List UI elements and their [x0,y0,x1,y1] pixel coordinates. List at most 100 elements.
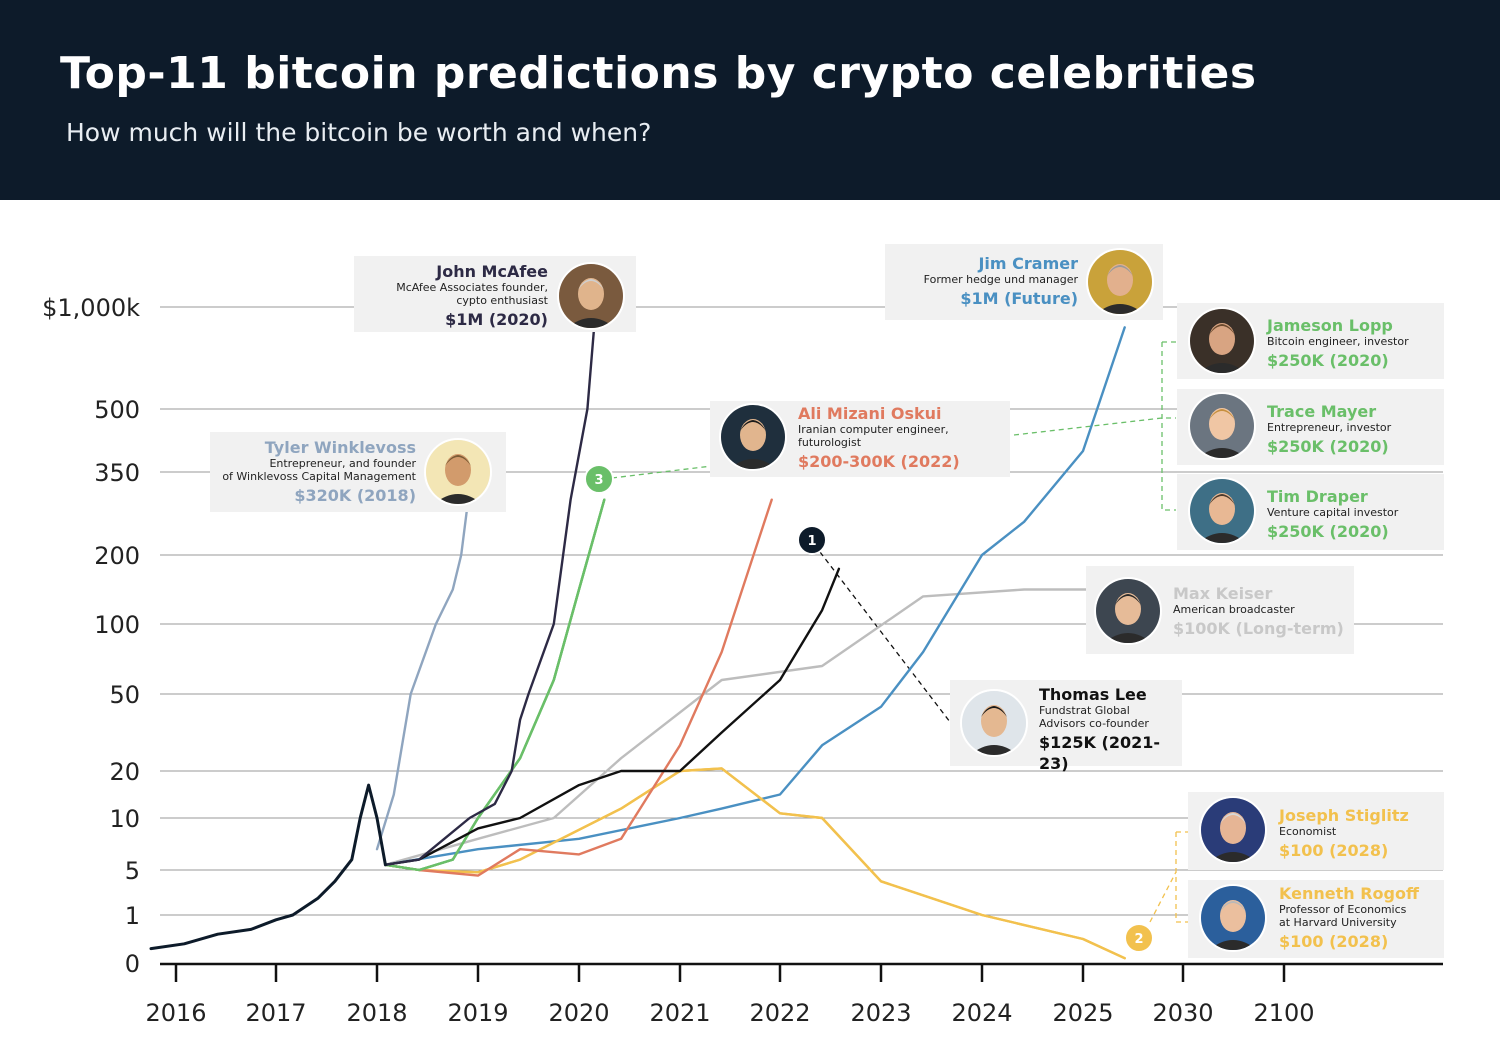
price-prediction: $125K (2021-23) [1039,733,1160,773]
person-description: at Harvard University [1279,916,1397,929]
card-text: Jameson Lopp Bitcoin engineer, investor $2… [1267,316,1409,371]
price-prediction: $250K (2020) [1267,437,1389,456]
callout-badge-label: 2 [1134,932,1143,947]
price-prediction: $200-300K (2022) [798,452,960,471]
person-description: Professor of Economics [1279,903,1407,916]
prediction-card-winklevoss: Tyler Winklevoss Entrepreneur, and founde… [210,432,506,512]
avatar-photo [1188,392,1256,460]
connector-line-2 [1013,341,1176,511]
prediction-card-cramer: Jim Cramer Former hedge und manager $1M (F… [885,244,1163,320]
prediction-card-rogoff: Kenneth Rogoff Professor of Economics at H… [1188,880,1444,958]
y-tick-label: 10 [109,805,140,833]
x-tick-label: 2023 [850,999,911,1027]
card-text: Jim Cramer Former hedge und manager $1M (F… [892,254,1078,309]
y-tick-label: 350 [94,459,140,487]
person-name: Ali Mizani Oskui [798,404,942,423]
price-prediction: $320K (2018) [294,486,416,505]
person-description: Venture capital investor [1267,506,1399,519]
person-description: Advisors co-founder [1039,717,1149,730]
avatar-photo [1188,307,1256,375]
avatar-photo [1199,796,1267,864]
price-prediction: $250K (2020) [1267,351,1389,370]
connector-line-4 [1149,831,1188,923]
x-tick-label: 2024 [951,999,1012,1027]
person-description: Former hedge und manager [923,273,1078,286]
x-tick-label: 2025 [1052,999,1113,1027]
card-text: Trace Mayer Entrepreneur, investor $250K (… [1267,402,1391,457]
person-name: Max Keiser [1173,584,1273,603]
x-tick-label: 2022 [749,999,810,1027]
callout-badge-1 [797,525,827,555]
person-description: Entrepreneur, investor [1267,421,1392,434]
card-text: Max Keiser American broadcaster $100K (Lon… [1173,584,1344,639]
chart-title: Top-11 bitcoin predictions by crypto cel… [60,48,1257,99]
card-text: Tyler Winklevoss Entrepreneur, and founde… [214,438,416,506]
y-tick-label: 100 [94,611,140,639]
person-description: McAfee Associates founder, [396,281,548,294]
x-tick-label: 2018 [346,999,407,1027]
connector-line-3 [819,551,951,723]
person-name: John McAfee [436,262,548,281]
y-tick-label: $1,000k [42,294,140,322]
y-tick-label: 0 [125,950,140,978]
y-tick-label: 50 [109,681,140,709]
person-name: Joseph Stiglitz [1279,806,1409,825]
series-line-john-mcafee [384,305,597,866]
y-axis-labels: 0 1 5 10 20 50 100 200 350 500 $1,000k [42,294,140,978]
price-prediction: $1M (2020) [445,310,548,329]
chart-subtitle: How much will the bitcoin be worth and w… [66,118,652,147]
callout-badge-2 [1124,923,1154,953]
card-text: Joseph Stiglitz Economist $100 (2028) [1279,806,1409,861]
price-prediction: $100 (2028) [1279,841,1389,860]
series-line-tim-draper [384,498,606,872]
price-prediction: $100K (Long-term) [1173,619,1344,638]
card-text: Thomas Lee Fundstrat Global Advisors co-fo… [1039,685,1182,774]
x-tick-label: 2030 [1152,999,1213,1027]
y-tick-label: 1 [125,902,140,930]
prediction-lines [149,305,1126,960]
x-tick-label: 2019 [447,999,508,1027]
card-text: Ali Mizani Oskui Iranian computer enginee… [798,404,960,472]
y-tick-label: 500 [94,396,140,424]
avatar-photo [424,438,492,506]
x-tick-label: 2020 [548,999,609,1027]
avatar-photo [557,262,625,330]
series-line-thomas-lee [384,567,841,866]
callout-badges: 1 2 3 [584,464,1154,953]
avatar-photo [1199,884,1267,952]
x-tick-label: 2021 [649,999,710,1027]
person-name: Thomas Lee [1039,685,1147,704]
y-tick-label: 200 [94,542,140,570]
prediction-card-mcafee: John McAfee McAfee Associates founder, cyp… [354,256,636,332]
y-tick-label: 5 [125,857,140,885]
person-name: Trace Mayer [1267,402,1377,421]
callout-badge-label: 1 [807,534,816,549]
series-line-max-keiser [384,588,1093,866]
series-line-tyler-winklevoss [375,487,471,851]
person-name: Jim Cramer [978,254,1078,273]
avatar-photo [1086,248,1154,316]
x-tick-label: 2016 [145,999,206,1027]
person-name: Tim Draper [1267,487,1368,506]
person-description: Fundstrat Global [1039,704,1130,717]
series-line-ali-mizani-oskui [384,498,773,877]
header-banner: Top-11 bitcoin predictions by crypto cel… [0,0,1500,200]
person-description: Entrepreneur, and founder [269,457,416,470]
x-tick-label: 2017 [245,999,306,1027]
callout-connectors [611,341,1188,923]
callout-badge-3 [584,464,614,494]
series-line-jim-cramer [384,326,1126,866]
person-description: cypto enthusiast [456,294,548,307]
prediction-card-oskui: Ali Mizani Oskui Iranian computer enginee… [710,401,1010,477]
person-description: futurologist [798,436,862,449]
prediction-card-stiglitz: Joseph Stiglitz Economist $100 (2028) [1188,792,1444,870]
avatar-photo [1188,477,1256,545]
avatar-photo [1094,577,1162,645]
person-name: Jameson Lopp [1267,316,1393,335]
person-description: Economist [1279,825,1337,838]
person-description: Bitcoin engineer, investor [1267,335,1409,348]
prediction-card-mayer: Trace Mayer Entrepreneur, investor $250K (… [1177,389,1444,465]
price-prediction: $100 (2028) [1279,932,1389,951]
prediction-card-lopp: Jameson Lopp Bitcoin engineer, investor $2… [1177,303,1444,379]
